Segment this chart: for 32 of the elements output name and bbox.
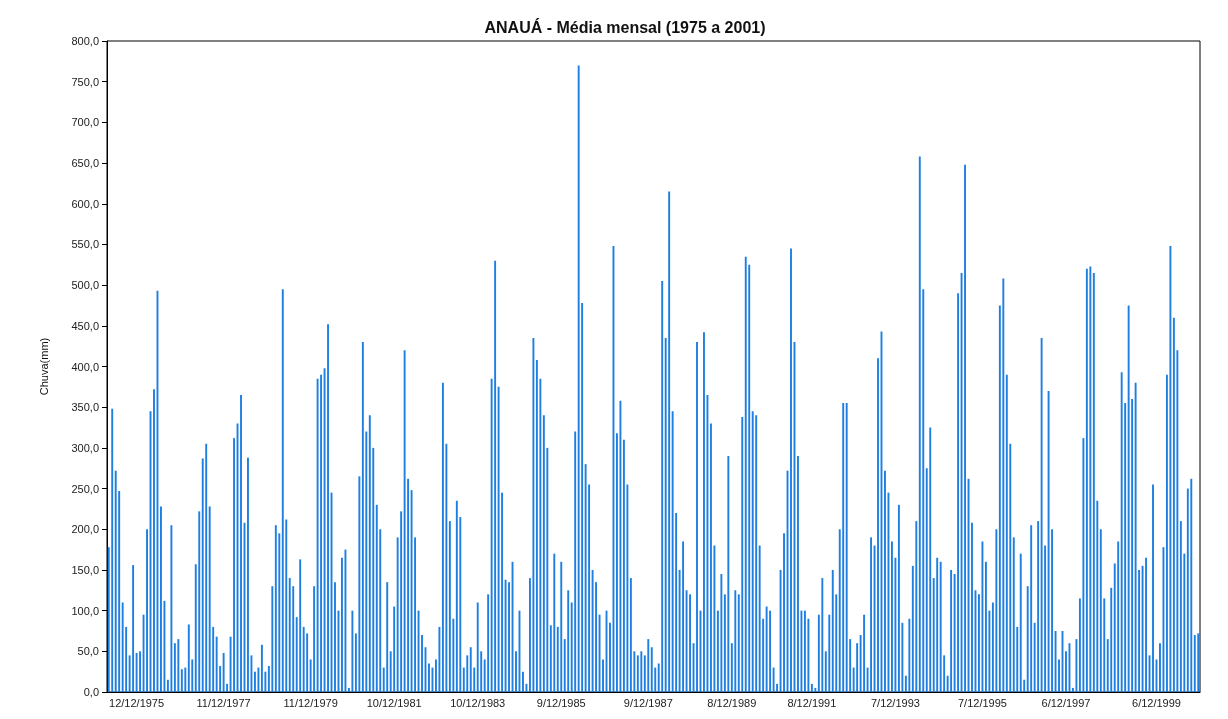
y-tick-label: 0,0	[83, 686, 99, 698]
x-tick-label: 8/12/1989	[707, 696, 757, 709]
y-tick-label: 50,0	[77, 645, 99, 658]
y-tick-label: 550,0	[71, 238, 99, 251]
y-tick-label: 800,0	[71, 35, 99, 47]
x-tick-label: 10/12/1983	[450, 696, 506, 709]
y-tick-label: 750,0	[71, 75, 99, 88]
y-tick-label: 300,0	[71, 441, 99, 454]
y-tick-label: 150,0	[71, 563, 99, 576]
x-tick-label: 7/12/1993	[870, 696, 920, 709]
x-tick-label: 6/12/1999	[1132, 696, 1181, 709]
y-axis-title: Chuva(mm)	[37, 337, 50, 396]
x-tick-label: 11/12/1979	[283, 696, 338, 709]
y-tick-label: 400,0	[71, 360, 99, 373]
y-tick-label: 500,0	[71, 279, 99, 292]
y-tick-label: 200,0	[71, 523, 99, 536]
x-tick-label: 9/12/1985	[536, 696, 586, 709]
x-tick-label: 6/12/1997	[1041, 696, 1091, 709]
y-tick-label: 100,0	[71, 604, 99, 617]
x-tick-label: 10/12/1981	[366, 696, 422, 709]
y-tick-label: 600,0	[71, 197, 99, 210]
y-tick-label: 700,0	[71, 116, 99, 129]
y-tick-label: 350,0	[71, 401, 99, 414]
y-tick-label: 250,0	[71, 482, 99, 495]
y-tick-label: 450,0	[71, 319, 99, 332]
chart-title: ANAUÁ - Média mensal (1975 a 2001)	[484, 17, 766, 36]
y-tick-label: 650,0	[71, 157, 99, 170]
x-tick-label: 12/12/1975	[109, 696, 165, 709]
x-tick-label: 11/12/1977	[196, 696, 251, 709]
x-tick-label: 8/12/1991	[787, 696, 837, 709]
x-tick-label: 7/12/1995	[957, 696, 1007, 709]
x-tick-label: 9/12/1987	[623, 696, 673, 709]
